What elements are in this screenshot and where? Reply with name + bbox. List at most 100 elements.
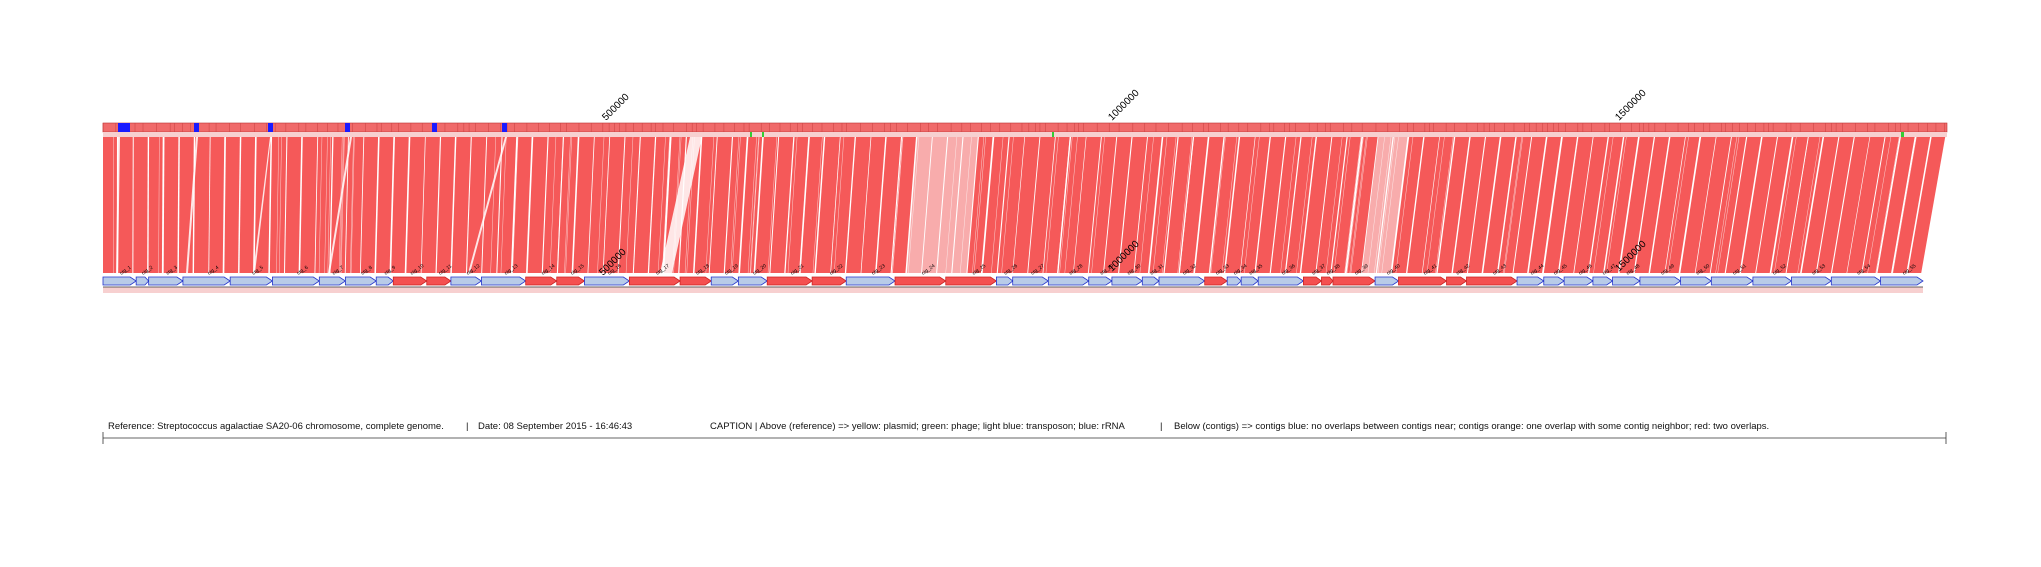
reference-ticks [102,123,1945,132]
alignment-link [785,137,809,273]
contig-ctg_24 [894,276,947,286]
link-separator [1064,136,1078,274]
link-separator [340,136,344,274]
alignment-link [1619,137,1654,273]
contig-ctg_33 [1204,276,1228,286]
reference-tick-label-1000000: 1000000 [1106,88,1142,124]
caption-separator-1: | [466,421,468,432]
alignment-link [133,137,148,273]
contig-ctg_13 [481,276,527,286]
contig-ctg_18 [679,276,712,286]
link-separator [1344,136,1362,274]
alignment-link [118,137,133,273]
alignment-link [1119,137,1148,273]
alignment-link [1240,137,1270,273]
contig-ctg_16 [584,276,631,286]
link-separator [705,136,715,274]
contig-ctg_1 [102,276,137,286]
phage-marker [762,132,764,137]
alignment-link [1437,137,1470,273]
link-separator [673,136,682,274]
contig-ctg_51 [1710,276,1754,286]
link-separator [749,136,759,274]
alignment-link [1270,137,1301,273]
alignment-link [1847,137,1885,273]
link-separator [340,136,345,274]
contig-ctg_45 [1543,276,1565,286]
contig-ctg_25 [945,276,998,286]
link-separator [892,136,904,274]
link-separator [833,136,845,274]
alignment-link [1695,137,1731,273]
contig-ctg_17 [628,276,681,286]
caption-reference: Reference: Streptococcus agalactiae SA20… [108,421,444,432]
alignment-link [982,137,1009,273]
alignment-link [194,137,210,273]
alignment-link [1801,137,1839,273]
alignment-link [360,137,379,273]
alignment-link [376,137,394,273]
link-separator [1244,136,1260,274]
link-separator [891,136,903,274]
link-separator [158,136,160,274]
link-separator [672,136,681,274]
alignment-link [1377,137,1408,273]
rrna-marker [345,123,350,132]
contig-ctg_36 [1257,276,1305,286]
link-separator [767,136,778,274]
link-separator [1333,136,1351,274]
alignment-link [163,137,179,273]
link-separator [512,136,519,274]
alignment-link [1877,137,1915,273]
reference-features [118,123,507,132]
contig-ctg_21 [766,276,813,286]
alignment-link [1043,137,1070,273]
link-separator [1367,136,1385,274]
contig-ctg_55 [1880,276,1924,286]
link-separator [549,136,557,274]
alignment-link [558,137,578,273]
contig-ctg_42 [1446,276,1468,286]
unaligned-gap [186,137,198,273]
contigs [102,276,1924,286]
link-separator [318,136,323,274]
link-separator [1045,136,1059,274]
contig-ctg_43 [1466,276,1518,286]
alignment-link [1650,137,1686,273]
alignment-link [1483,137,1516,273]
caption-below: Below (contigs) => contigs blue: no over… [1174,421,1769,432]
rrna-marker [194,123,199,132]
link-separator [350,136,354,274]
link-separator [1867,136,1892,274]
alignment-link [1361,137,1393,273]
contig-ctg_32 [1158,276,1206,286]
alignment-link [1786,137,1823,273]
link-separator [1667,136,1689,274]
alignment-link [755,137,779,273]
link-separator [1715,136,1738,274]
link-separator [338,136,343,274]
phage-marker [750,132,752,137]
alignment-link [527,137,548,273]
link-separator [908,136,920,274]
contig-ctg_49 [1639,276,1682,286]
alignment-link [1604,137,1639,273]
contig-ctg_30 [1111,276,1144,286]
link-separator [730,136,740,274]
contig-ctg_8 [344,276,377,286]
link-separator [684,136,694,274]
link-separator [750,136,760,274]
rrna-marker [502,123,507,132]
alignment-link [1741,137,1777,273]
alignment-link [239,137,256,273]
reference-lower-band [103,132,1947,137]
contig-ctg_54 [1830,276,1882,286]
alignment-link [1832,137,1870,273]
reference-phage-markers [750,132,1904,137]
alignment-link [1073,137,1101,273]
contig-ctg_53 [1791,276,1833,286]
alignment-link [1104,137,1132,273]
link-separator [625,136,634,274]
reference-bar [102,122,1948,133]
